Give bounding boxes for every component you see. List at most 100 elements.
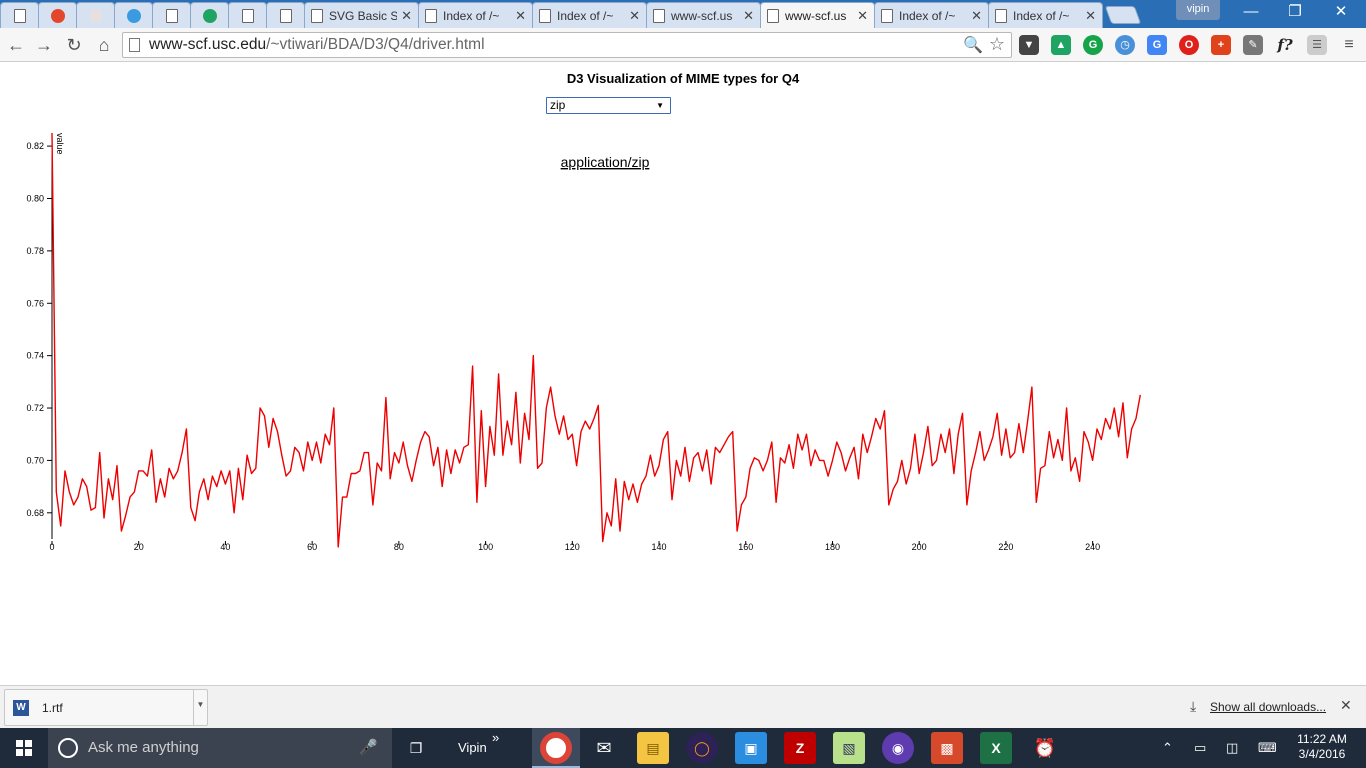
page-icon — [653, 8, 665, 23]
windows-logo-icon — [16, 740, 32, 756]
y-tick-label: 0.70 — [26, 455, 44, 465]
reader-icon[interactable]: ☰ — [1307, 35, 1327, 55]
toolbar-overflow-icon[interactable]: » — [492, 730, 500, 745]
close-downloads-icon[interactable]: ✕ — [1340, 697, 1352, 713]
downloads-bar: W 1.rtf ▼ ⤓ Show all downloads... ✕ — [0, 685, 1366, 728]
x-tick-label: 100 — [478, 542, 493, 552]
cortana-search-box[interactable]: Ask me anything 🎤 — [48, 728, 392, 768]
browser-toolbar: ← → ↻ ⌂ www-scf.usc.edu/~vtiwari/BDA/D3/… — [0, 28, 1366, 62]
task-view-icon[interactable]: ❐ — [409, 740, 423, 756]
tab-3[interactable] — [114, 2, 153, 28]
download-item[interactable]: W 1.rtf ▼ — [4, 689, 208, 726]
address-bar[interactable]: www-scf.usc.edu/~vtiwari/BDA/D3/Q4/drive… — [122, 32, 1012, 58]
search-placeholder: Ask me anything — [88, 739, 199, 756]
alarm-clock-icon[interactable]: ⏰ — [1033, 738, 1057, 758]
tab-2[interactable] — [76, 2, 115, 28]
close-tab-icon[interactable]: ✕ — [971, 7, 982, 23]
zoom-icon[interactable]: 🔍 — [963, 37, 983, 54]
mail-icon[interactable]: ✉ — [596, 738, 612, 758]
dropdown-arrow-icon: ▼ — [656, 101, 664, 110]
opera-icon[interactable]: O — [1179, 35, 1199, 55]
plus-extension-icon[interactable]: + — [1211, 35, 1231, 55]
eclipse-icon[interactable]: ◯ — [686, 732, 718, 764]
tab-12[interactable]: www-scf.us ✕ — [760, 2, 875, 28]
pocket-icon[interactable]: ▼ — [1019, 35, 1039, 55]
tab-14[interactable]: Index of /~ ✕ — [988, 2, 1103, 28]
close-tab-icon[interactable]: ✕ — [857, 7, 868, 23]
tab-10[interactable]: Index of /~ ✕ — [532, 2, 647, 28]
y-tick-label: 0.74 — [26, 351, 44, 361]
sticky-notes-icon[interactable]: ▧ — [833, 732, 865, 764]
download-file-name: 1.rtf — [42, 701, 63, 715]
google-translate-icon[interactable]: G — [1147, 35, 1167, 55]
google-drive-icon — [202, 8, 217, 23]
close-tab-icon[interactable]: ✕ — [629, 7, 640, 23]
y-tick-label: 0.68 — [26, 508, 44, 518]
page-icon — [767, 8, 779, 23]
file-explorer-icon[interactable]: ▤ — [637, 732, 669, 764]
tab-8[interactable]: SVG Basic S ✕ — [304, 2, 419, 28]
download-options-icon[interactable]: ▼ — [193, 690, 207, 725]
tab-1[interactable] — [38, 2, 77, 28]
show-all-downloads-link[interactable]: Show all downloads... — [1210, 700, 1327, 714]
restore-icon[interactable]: ❐ — [1288, 3, 1302, 20]
system-clock[interactable]: 11:22 AM 3/4/2016 — [1290, 732, 1354, 762]
profile-button[interactable]: vipin — [1176, 0, 1220, 20]
minimize-icon[interactable]: — — [1243, 3, 1259, 20]
page-info-icon[interactable] — [129, 38, 140, 52]
user-toolbar-label[interactable]: Vipin — [458, 740, 487, 755]
microphone-icon[interactable]: 🎤 — [359, 739, 378, 756]
close-tab-icon[interactable]: ✕ — [743, 7, 754, 23]
swirl-icon — [50, 8, 65, 23]
tab-title: Index of /~ — [899, 8, 956, 23]
tab-0[interactable] — [0, 2, 39, 28]
battery-icon[interactable]: ▭ — [1194, 740, 1207, 755]
menu-icon[interactable]: ≡ — [1344, 36, 1354, 53]
page-title: D3 Visualization of MIME types for Q4 — [566, 71, 800, 86]
filezilla-icon[interactable]: Z — [784, 732, 816, 764]
page-icon — [311, 8, 323, 23]
google-drive-icon[interactable]: ▲ — [1051, 35, 1071, 55]
page-content: 0.68 0.70 0.72 0.74 0.76 0.78 0.80 0.82 value 0 20… — [0, 63, 1366, 685]
back-icon[interactable]: ← — [7, 35, 25, 55]
tab-9[interactable]: Index of /~ ✕ — [418, 2, 533, 28]
new-tab-button[interactable] — [1104, 6, 1142, 24]
close-window-icon[interactable]: ✕ — [1334, 3, 1348, 20]
keyboard-icon[interactable]: ⌨ — [1258, 740, 1277, 755]
reload-icon[interactable]: ↻ — [66, 35, 82, 55]
tab-4[interactable] — [152, 2, 191, 28]
office-app-icon[interactable]: ▩ — [931, 732, 963, 764]
show-hidden-icons-icon[interactable]: ⌃ — [1162, 740, 1173, 755]
remote-desktop-icon[interactable]: ▣ — [735, 732, 767, 764]
forward-icon[interactable]: → — [35, 35, 53, 55]
ib-icon — [126, 8, 141, 23]
x-tick-label: 200 — [912, 542, 927, 552]
eyedropper-icon[interactable]: ✎ — [1243, 35, 1263, 55]
timer-icon[interactable]: ◷ — [1115, 35, 1135, 55]
close-tab-icon[interactable]: ✕ — [401, 7, 412, 23]
page-icon — [13, 8, 26, 23]
page-icon — [279, 8, 292, 23]
tab-6[interactable] — [228, 2, 267, 28]
url-path: /~vtiwari/BDA/D3/Q4/driver.html — [266, 36, 485, 53]
excel-icon[interactable]: X — [980, 732, 1012, 764]
font-finder-icon[interactable]: f? — [1277, 36, 1293, 54]
close-tab-icon[interactable]: ✕ — [1085, 7, 1096, 23]
url-text: www-scf.usc.edu/~vtiwari/BDA/D3/Q4/drive… — [149, 36, 485, 54]
grammarly-icon[interactable]: G — [1083, 35, 1103, 55]
tab-5[interactable] — [190, 2, 229, 28]
tab-11[interactable]: www-scf.us ✕ — [646, 2, 761, 28]
notifications-icon[interactable]: ◫ — [1226, 740, 1239, 755]
tab-13[interactable]: Index of /~ ✕ — [874, 2, 989, 28]
x-tick-label: 160 — [738, 542, 753, 552]
tab-title: Index of /~ — [1013, 8, 1070, 23]
mime-type-select[interactable]: zip ▼ — [546, 97, 671, 114]
start-button[interactable] — [0, 728, 48, 768]
media-app-icon[interactable]: ◉ — [882, 732, 914, 764]
tab-7[interactable] — [266, 2, 305, 28]
word-document-icon: W — [13, 700, 29, 716]
close-tab-icon[interactable]: ✕ — [515, 7, 526, 23]
bookmark-star-icon[interactable]: ☆ — [988, 34, 1005, 54]
home-icon[interactable]: ⌂ — [98, 35, 110, 55]
x-tick-label: 240 — [1085, 542, 1100, 552]
